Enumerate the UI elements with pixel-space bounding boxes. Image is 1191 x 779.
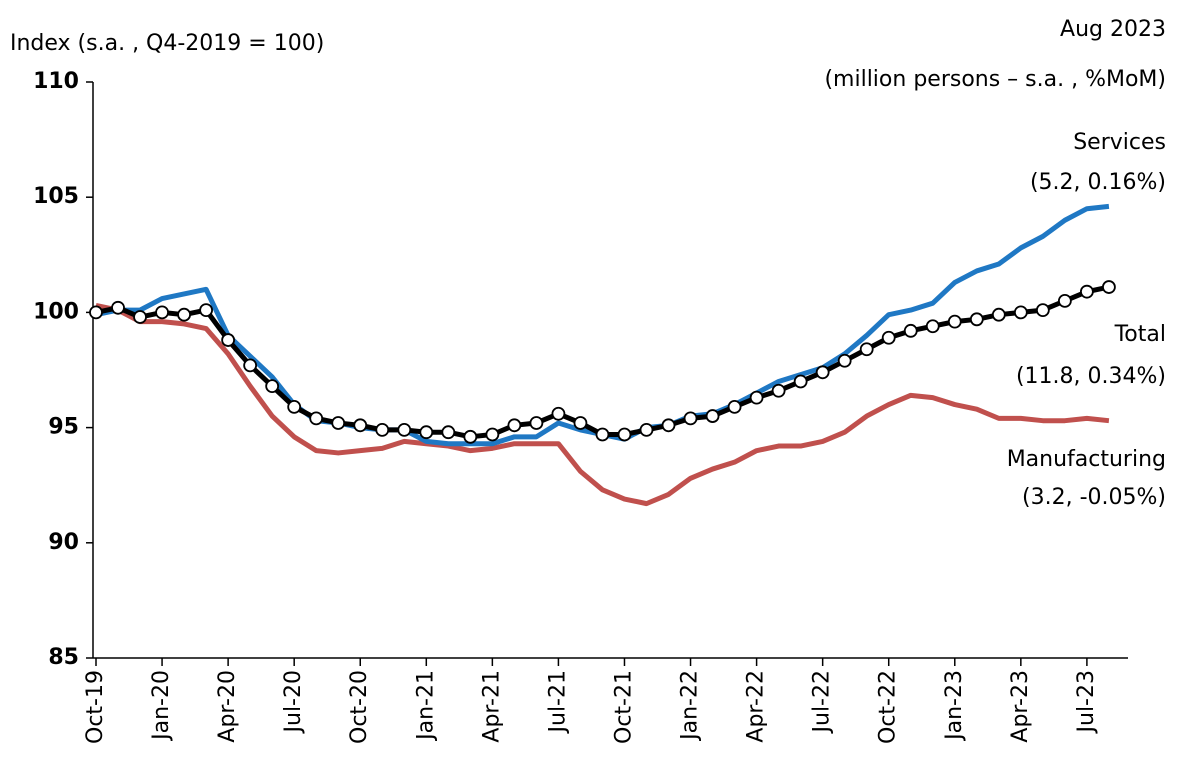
marker — [221, 333, 236, 347]
marker — [1013, 305, 1028, 320]
marker — [309, 411, 324, 426]
marker — [947, 314, 962, 329]
marker — [991, 307, 1006, 322]
y-tick-label: 110 — [33, 69, 79, 94]
marker — [705, 409, 720, 423]
marker — [881, 330, 896, 345]
y-tick-label: 90 — [48, 530, 79, 555]
marker — [749, 390, 764, 405]
x-tick-label: Jul-21 — [545, 670, 570, 734]
x-tick-label: Jul-20 — [281, 670, 306, 734]
marker — [969, 312, 984, 327]
marker — [925, 319, 940, 334]
marker — [287, 399, 302, 414]
x-tick-label: Jan-22 — [678, 670, 703, 742]
marker — [485, 427, 500, 442]
y-tick-label: 100 — [33, 299, 79, 324]
marker — [155, 305, 169, 320]
x-tick-label: Jan-21 — [413, 670, 438, 742]
marker — [331, 416, 346, 430]
y-tick-label: 95 — [48, 415, 79, 440]
series-label: Manufacturing — [1007, 447, 1166, 472]
marker — [1057, 293, 1072, 308]
marker — [463, 429, 478, 444]
x-tick-label: Oct-20 — [347, 670, 372, 744]
x-tick-label: Jan-23 — [942, 670, 967, 742]
marker — [1080, 284, 1094, 299]
marker — [1035, 303, 1050, 317]
marker — [683, 411, 698, 426]
series-label: Services — [1073, 130, 1166, 155]
x-tick-label: Oct-19 — [83, 670, 108, 744]
marker — [793, 374, 808, 389]
marker — [89, 305, 103, 320]
marker — [661, 418, 676, 433]
marker — [595, 427, 610, 442]
marker — [529, 416, 544, 430]
marker — [419, 425, 434, 440]
x-tick-label: Oct-22 — [876, 670, 901, 744]
marker — [771, 383, 786, 398]
marker — [551, 406, 566, 421]
marker — [573, 416, 588, 430]
marker — [617, 427, 632, 442]
marker — [639, 423, 654, 437]
marker — [507, 418, 522, 433]
marker — [727, 399, 742, 414]
series-annotation: (5.2, 0.16%) — [1030, 170, 1166, 195]
x-tick-label: Oct-21 — [611, 670, 636, 744]
x-tick-label: Jul-22 — [810, 670, 835, 734]
marker — [815, 365, 830, 380]
x-tick-label: Apr-20 — [215, 670, 240, 743]
marker — [133, 310, 147, 324]
y-axis-label: Index (s.a. , Q4-2019 = 100) — [10, 31, 324, 56]
marker — [177, 307, 191, 322]
x-tick-label: Apr-21 — [479, 670, 504, 743]
marker — [243, 358, 258, 373]
marker — [903, 323, 918, 338]
series-annotation: (3.2, -0.05%) — [1022, 485, 1166, 510]
marker — [375, 423, 390, 437]
header-note: Aug 2023 — [1060, 17, 1166, 42]
marker — [111, 300, 125, 315]
x-tick-label: Apr-23 — [1008, 670, 1033, 743]
marker — [397, 423, 412, 437]
series-label: Total — [1114, 322, 1166, 347]
marker — [353, 418, 368, 433]
marker — [265, 379, 280, 394]
y-tick-label: 105 — [33, 184, 79, 209]
marker — [859, 342, 874, 357]
y-tick-label: 85 — [48, 645, 79, 670]
marker — [1102, 280, 1116, 294]
marker — [199, 303, 214, 317]
header-note: (million persons – s.a. , %MoM) — [824, 67, 1166, 92]
marker — [837, 353, 852, 368]
series-line — [95, 303, 1110, 507]
marker — [441, 425, 456, 440]
x-tick-label: Jan-20 — [149, 670, 174, 742]
series-annotation: (11.8, 0.34%) — [1016, 364, 1166, 389]
x-tick-label: Jul-23 — [1074, 670, 1099, 734]
x-tick-label: Apr-22 — [744, 670, 769, 743]
